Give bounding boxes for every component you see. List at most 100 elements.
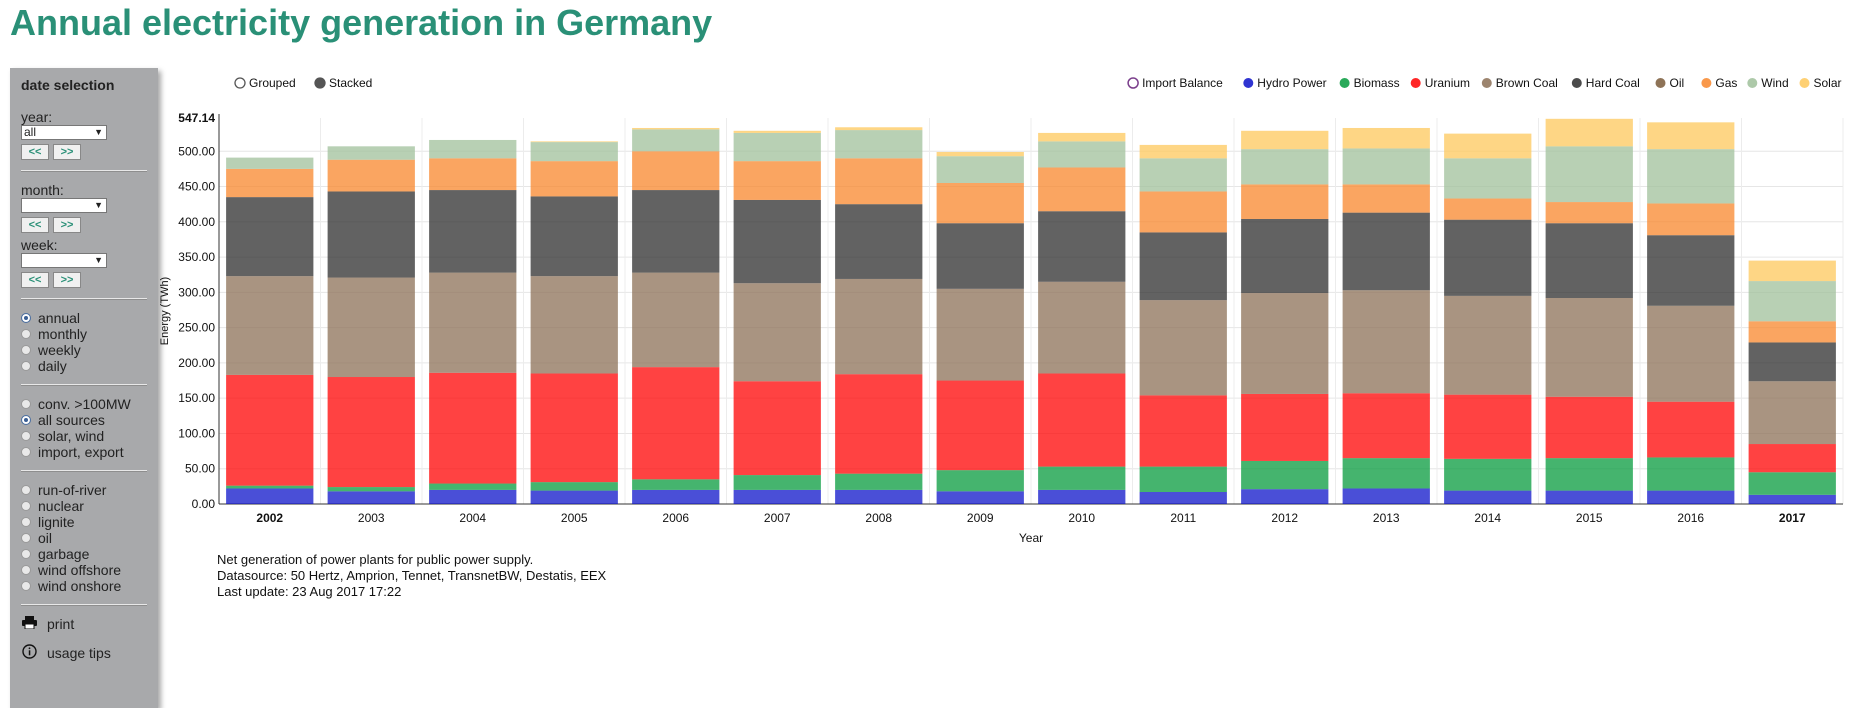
type-option[interactable]: nuclear	[21, 498, 158, 514]
printer-icon	[21, 616, 37, 632]
bar-segment	[226, 374, 314, 486]
legend-label[interactable]: Hard Coal	[1586, 76, 1640, 90]
bar-segment	[429, 372, 517, 484]
bar-segment	[1545, 490, 1633, 504]
legend-label[interactable]: Hydro Power	[1257, 76, 1326, 90]
legend-label[interactable]: Wind	[1761, 76, 1788, 90]
bar-segment	[1342, 127, 1430, 149]
radio-button[interactable]	[21, 501, 31, 511]
type-option[interactable]: oil	[21, 530, 158, 546]
legend-marker[interactable]	[1243, 78, 1254, 88]
bar-segment	[1545, 202, 1633, 224]
legend-label[interactable]: Brown Coal	[1496, 76, 1558, 90]
radio-button[interactable]	[21, 565, 31, 575]
y-tick-label: 200.00	[178, 356, 215, 370]
legend-marker[interactable]	[1799, 78, 1810, 88]
source-option[interactable]: all sources	[21, 412, 158, 428]
bar-segment	[530, 142, 618, 162]
bar-segment	[429, 158, 517, 191]
type-option[interactable]: garbage	[21, 546, 158, 562]
month-select[interactable]: ▼	[21, 198, 107, 213]
radio-button[interactable]	[21, 517, 31, 527]
radio-button[interactable]	[21, 313, 31, 323]
radio-button[interactable]	[21, 415, 31, 425]
bar-segment	[530, 490, 618, 504]
bar-segment	[1342, 212, 1430, 291]
radio-button[interactable]	[21, 549, 31, 559]
type-option[interactable]: wind offshore	[21, 562, 158, 578]
type-option[interactable]: wind onshore	[21, 578, 158, 594]
radio-button[interactable]	[21, 431, 31, 441]
radio-button[interactable]	[21, 345, 31, 355]
bar-segment	[1647, 235, 1735, 306]
x-tick-label: 2014	[1474, 511, 1501, 525]
y-tick-label: 350.00	[178, 250, 215, 264]
bar-segment	[936, 156, 1024, 184]
radio-button[interactable]	[21, 361, 31, 371]
interval-option[interactable]: daily	[21, 358, 158, 374]
legend-label[interactable]: Biomass	[1354, 76, 1400, 90]
y-max-label: 547.14	[178, 111, 215, 125]
interval-option[interactable]: annual	[21, 310, 158, 326]
source-option[interactable]: solar, wind	[21, 428, 158, 444]
legend-label[interactable]: Uranium	[1425, 76, 1470, 90]
year-next-button[interactable]: >>	[53, 144, 81, 160]
usage-tips-button[interactable]: usage tips	[21, 644, 158, 662]
week-prev-button[interactable]: <<	[21, 272, 49, 288]
mode-radio-grouped[interactable]	[234, 77, 246, 89]
week-next-button[interactable]: >>	[53, 272, 81, 288]
legend-marker[interactable]	[1127, 77, 1139, 89]
interval-option[interactable]: weekly	[21, 342, 158, 358]
x-tick-label: 2011	[1170, 511, 1196, 525]
legend-marker[interactable]	[1410, 78, 1421, 88]
source-option-label: import, export	[38, 444, 124, 460]
bar-segment	[530, 373, 618, 483]
bar-segment	[226, 168, 314, 198]
divider	[21, 298, 147, 300]
legend-marker[interactable]	[1747, 78, 1758, 88]
week-label: week:	[21, 237, 58, 253]
bar-segment	[1241, 489, 1329, 504]
bar-segment	[1444, 394, 1532, 459]
interval-option[interactable]: monthly	[21, 326, 158, 342]
legend-marker[interactable]	[1481, 78, 1492, 88]
legend-label[interactable]: Oil	[1670, 76, 1685, 90]
type-option[interactable]: run-of-river	[21, 482, 158, 498]
legend-marker[interactable]	[1655, 78, 1666, 88]
bar-segment	[1647, 305, 1735, 402]
radio-button[interactable]	[21, 581, 31, 591]
source-option[interactable]: conv. >100MW	[21, 396, 158, 412]
print-button[interactable]: print	[21, 616, 158, 632]
x-tick-label: 2017	[1779, 511, 1806, 525]
bar-segment	[1647, 401, 1735, 458]
month-prev-button[interactable]: <<	[21, 217, 49, 233]
type-option[interactable]: lignite	[21, 514, 158, 530]
radio-button[interactable]	[21, 399, 31, 409]
radio-button[interactable]	[21, 447, 31, 457]
month-next-button[interactable]: >>	[53, 217, 81, 233]
radio-button[interactable]	[21, 329, 31, 339]
bar-segment	[1545, 297, 1633, 397]
bar-segment	[1241, 218, 1329, 294]
bar-segment	[1038, 281, 1126, 374]
legend-label[interactable]: Solar	[1814, 76, 1842, 90]
year-select[interactable]: all ▼	[21, 125, 107, 140]
x-tick-label: 2002	[256, 511, 283, 525]
year-prev-button[interactable]: <<	[21, 144, 49, 160]
bar-segment	[1647, 457, 1735, 491]
week-select[interactable]: ▼	[21, 253, 107, 268]
mode-radio-stacked[interactable]	[314, 77, 326, 89]
legend-marker[interactable]	[1571, 78, 1582, 88]
mode-label-stacked[interactable]: Stacked	[329, 76, 372, 90]
legend-label[interactable]: Gas	[1715, 76, 1737, 90]
legend-marker[interactable]	[1701, 78, 1712, 88]
radio-button[interactable]	[21, 485, 31, 495]
source-option[interactable]: import, export	[21, 444, 158, 460]
bar-segment	[835, 473, 923, 490]
radio-button[interactable]	[21, 533, 31, 543]
mode-label-grouped[interactable]: Grouped	[249, 76, 296, 90]
bar-segment	[835, 204, 923, 279]
bar-segment	[1241, 149, 1329, 185]
legend-label[interactable]: Import Balance	[1142, 76, 1223, 90]
legend-marker[interactable]	[1339, 78, 1350, 88]
